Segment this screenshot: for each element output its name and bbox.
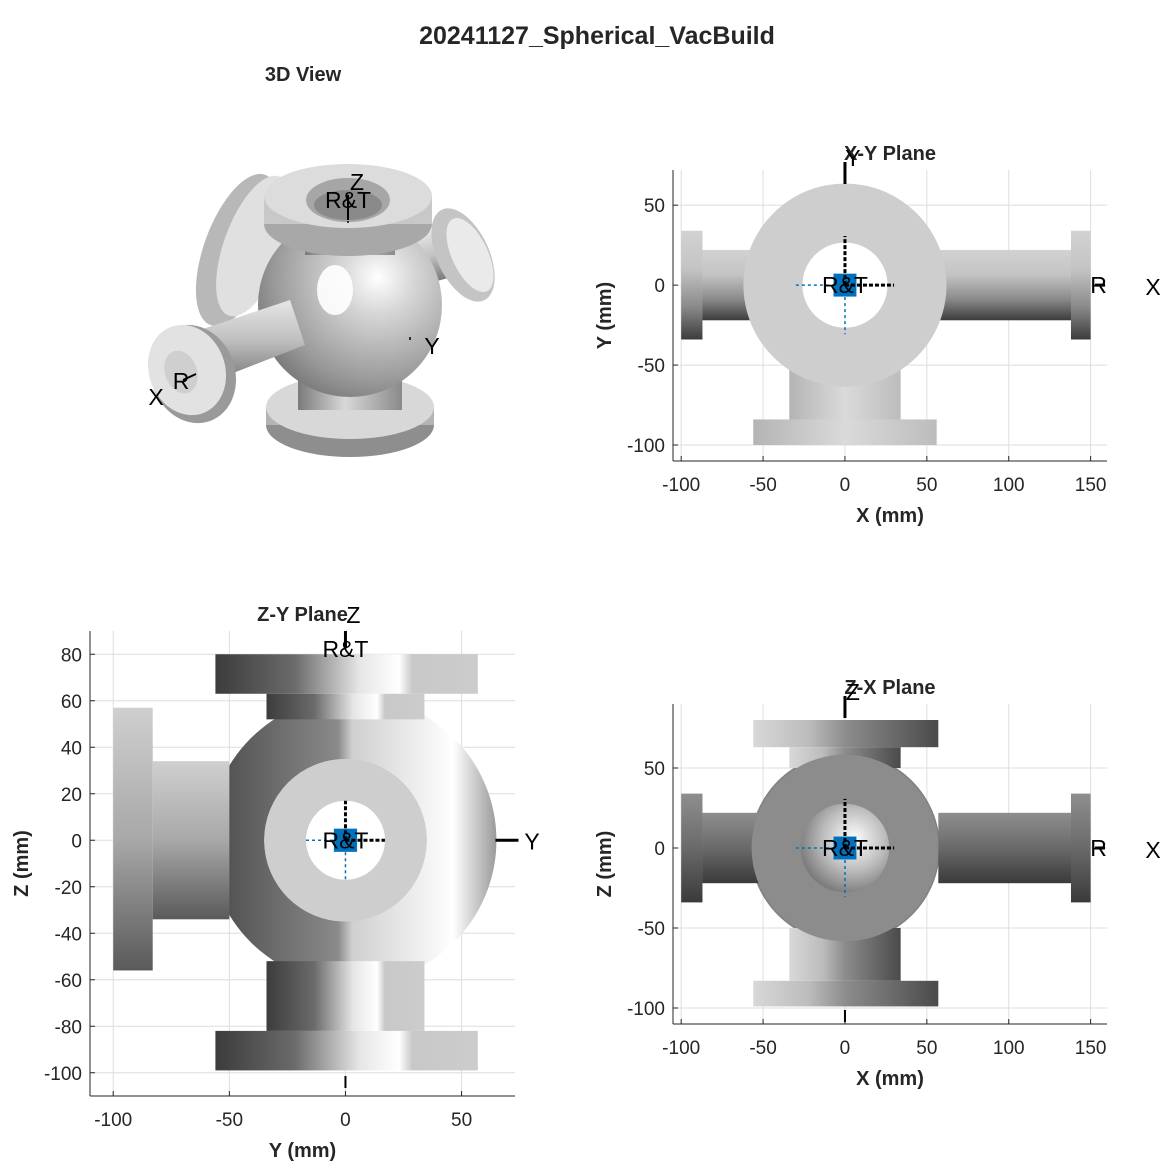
zy-y-tick-label: -100 [44,1064,82,1085]
zx-part [681,793,703,903]
zx-part [753,980,939,1007]
zx-x-axis-label: X (mm) [856,1068,924,1090]
xy-frame-rt-label: R&T [822,272,868,298]
zy-world-rt-label: R&T [322,636,368,662]
xy-x-tick-label: 0 [840,475,851,496]
zy-y-tick-label: -60 [55,971,82,992]
top-flange [264,164,432,256]
xy-y-tick-label: 50 [644,196,665,217]
xy-x-axis-label: X (mm) [856,505,924,527]
view3d-r-label: R [173,368,190,394]
zx-y-tick-label: 0 [654,839,665,860]
view3d-x-label: X [148,384,163,410]
zy-y-tick-label: 20 [61,785,82,806]
sphere-body [258,213,442,397]
xy-world-top-label: Y [845,145,860,171]
zy-part [215,1030,478,1071]
view3d-rt-label: R&T [325,187,371,213]
zy-part [266,693,425,720]
xy-part [1070,230,1091,340]
xy-plane-plot: -100 -50 0 50 100 150 -100 -50 0 50 X (mm) Y (mm) X-… [594,143,1161,527]
view3d-y-label: Y [424,333,439,359]
xy-world-x-label: X [1145,274,1160,300]
xy-y-axis-label: Y (mm) [594,282,616,349]
zy-x-tick-label: -100 [94,1110,132,1131]
zy-frame: R&T [305,800,385,880]
zx-y-tick-label: -100 [627,999,665,1020]
zx-plane-plot: -100 -50 0 50 100 150 -100 -50 0 50 X (mm) Z (mm) Z-… [594,677,1161,1090]
zx-y-tick-label: -50 [638,919,665,940]
zx-world-x-label: X [1145,837,1160,863]
zy-x-tick-label: 0 [340,1110,351,1131]
zy-world-z-label: Z [346,602,360,628]
figure-title: 20241127_Spherical_VacBuild [419,22,775,50]
zx-y-tick-label: 50 [644,759,665,780]
xy-x-tick-label: -50 [749,475,776,496]
zy-part [215,654,478,694]
xy-part [753,419,937,446]
xy-y-tick-label: -50 [638,356,665,377]
front-left-port [147,300,305,424]
zy-x-tick-label: 50 [451,1110,472,1131]
xy-x-tick-label: 50 [916,475,937,496]
zy-y-tick-label: 80 [61,645,82,666]
view3d-z-label: Z [350,169,364,195]
zy-y-tick-label: 0 [71,831,82,852]
zy-y-tick-label: -80 [55,1017,82,1038]
zy-x-axis-label: Y (mm) [269,1140,336,1162]
xy-y-tick-label: -100 [627,436,665,457]
zy-y-tick-label: 40 [61,738,82,759]
zx-frame: R&T [795,798,895,898]
xy-x-tick-label: 150 [1075,475,1107,496]
zy-part [113,707,153,971]
view-3d: 3D View [147,64,495,457]
zy-y-tick-label: -20 [55,878,82,899]
xy-world-r-label: R [1090,272,1107,298]
view-3d-title: 3D View [265,64,342,86]
zy-y-tick-label: -40 [55,924,82,945]
xy-part [681,230,703,340]
zy-y-axis-label: Z (mm) [11,830,33,897]
xy-part [938,249,1075,321]
xy-frame: R&T [795,235,895,335]
zy-y-tick-label: 60 [61,692,82,713]
zx-x-tick-label: 100 [993,1038,1025,1059]
xy-x-tick-label: -100 [662,475,700,496]
zy-x-tick-label: -50 [216,1110,243,1131]
zx-part [753,720,939,748]
zy-frame-rt-label: R&T [322,827,368,853]
xy-y-tick-label: 0 [654,276,665,297]
zx-world-top-label: Z [846,679,860,705]
zx-frame-rt-label: R&T [822,835,868,861]
zx-x-tick-label: -100 [662,1038,700,1059]
zy-plane-plot: -100 -50 0 50 -100 -80 -60 -40 -20 0 20 40 60 80 Y (mm… [11,602,540,1162]
zx-part [938,812,1075,884]
zx-x-tick-label: 50 [916,1038,937,1059]
zy-part [266,961,425,1031]
svg-text:R&T: R&T [325,187,371,213]
zx-y-axis-label: Z (mm) [594,831,616,898]
zy-part [152,761,230,920]
zx-x-tick-label: 150 [1075,1038,1107,1059]
zx-x-tick-label: -50 [749,1038,776,1059]
zx-parts [681,720,1091,1007]
zx-world-r-label: R [1090,835,1107,861]
zy-plane-title: Z-Y Plane [257,604,348,626]
xy-parts [681,183,1091,446]
zy-parts [113,654,497,1071]
zx-x-tick-label: 0 [840,1038,851,1059]
xy-x-tick-label: 100 [993,475,1025,496]
xy-plane-title: X-Y Plane [844,143,936,165]
zy-world-y-label: Y [524,828,539,854]
zx-part [1070,793,1091,903]
zx-plane-title: Z-X Plane [844,677,935,699]
